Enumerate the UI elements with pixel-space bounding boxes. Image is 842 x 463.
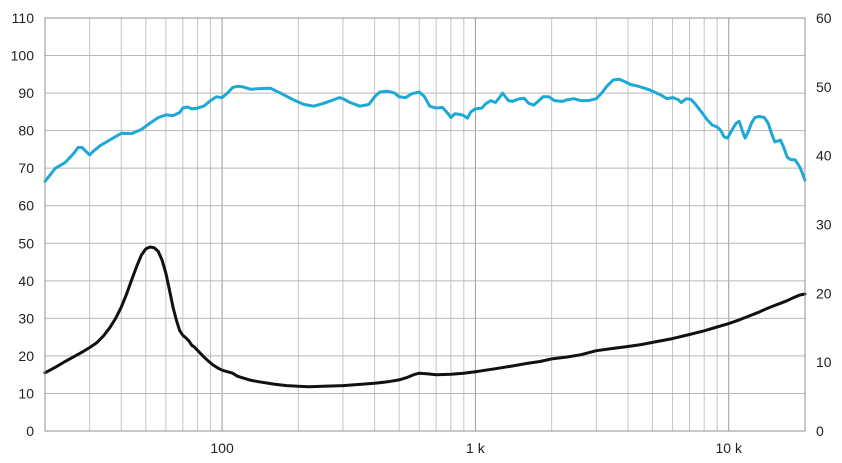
y-left-tick-label: 20: [18, 348, 34, 364]
y-left-tick-label: 10: [18, 385, 34, 401]
y-left-tick-label: 90: [18, 85, 34, 101]
y-right-tick-label: 40: [816, 148, 832, 164]
plot-frame: [44, 17, 806, 432]
series-layer: [43, 77, 807, 389]
y-axis-right: 0 10 20 30 40 50 60: [816, 10, 832, 439]
y-left-tick-label: 30: [18, 310, 34, 326]
y-left-tick-label: 80: [18, 123, 34, 139]
y-left-tick-label: 70: [18, 160, 34, 176]
y-left-tick-label: 100: [11, 48, 35, 64]
y-right-tick-label: 50: [816, 79, 832, 95]
y-right-tick-label: 30: [816, 217, 832, 233]
x-tick-label: 100: [210, 440, 234, 456]
y-left-tick-label: 0: [26, 423, 34, 439]
series-line-1: [43, 77, 807, 183]
y-right-tick-label: 60: [816, 10, 832, 26]
y-left-tick-label: 60: [18, 198, 34, 214]
x-tick-label: 10 k: [716, 440, 743, 456]
x-axis: 100 1 k 10 k: [210, 440, 743, 456]
y-right-tick-label: 10: [816, 354, 832, 370]
y-left-tick-label: 110: [12, 10, 35, 26]
x-tick-label: 1 k: [466, 440, 486, 456]
series-line-2: [43, 245, 807, 389]
y-left-tick-label: 40: [18, 273, 34, 289]
y-axis-left: 0 10 20 30 40 50 60 70 80 90 100 110: [11, 10, 35, 439]
y-left-tick-label: 50: [18, 235, 34, 251]
y-right-tick-label: 0: [816, 423, 824, 439]
y-right-tick-label: 20: [816, 285, 832, 301]
